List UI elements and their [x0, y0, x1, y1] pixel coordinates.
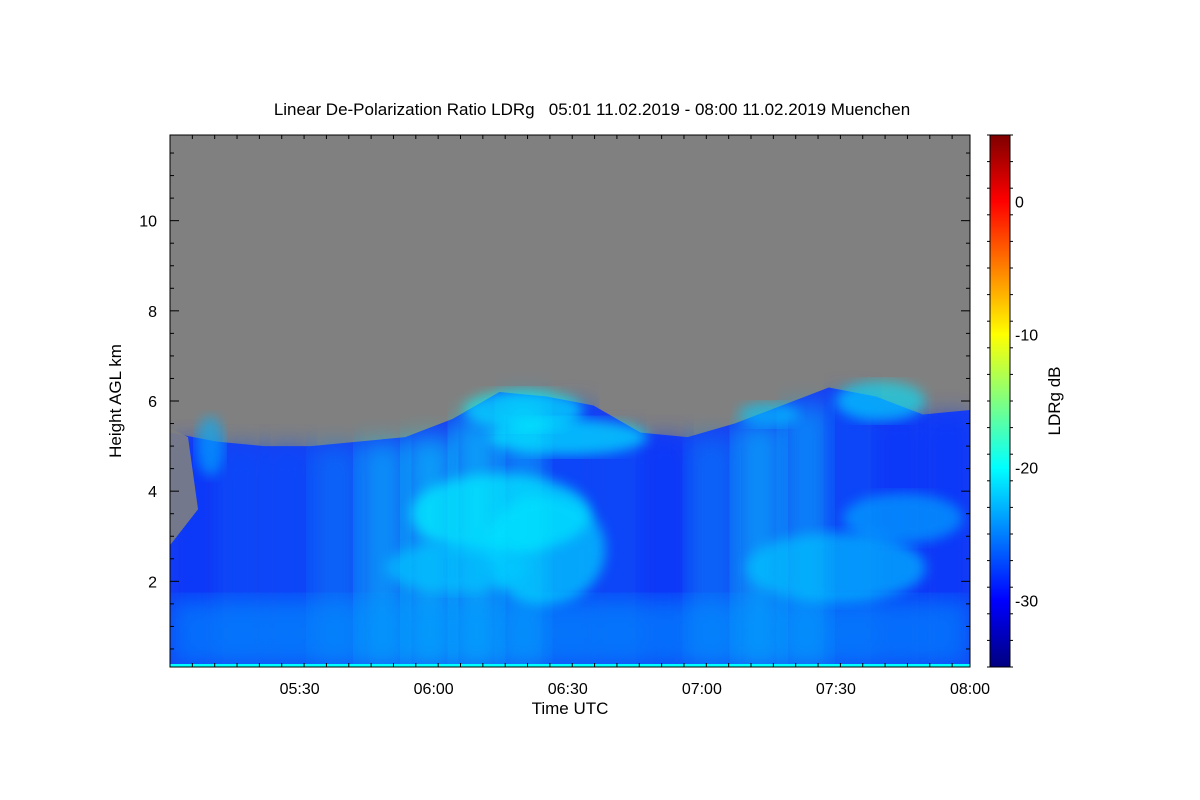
plot-area: [170, 135, 970, 667]
x-tick-label: 07:30: [816, 681, 856, 698]
x-tick-label: 06:30: [548, 681, 588, 698]
cloud-feature: [386, 542, 526, 593]
y-tick-label: 10: [139, 214, 157, 231]
cloud-features: [170, 396, 970, 667]
no-data-wedge: [170, 428, 198, 546]
chart-title: Linear De-Polarization Ratio LDRg 05:01 …: [274, 100, 910, 119]
cloud-feature: [843, 493, 963, 544]
x-axis: 05:30 06:00 06:30 07:00 07:30 08:00: [169, 135, 990, 698]
x-axis-label: Time UTC: [532, 699, 609, 718]
colorbar-tick-label: -30: [1015, 594, 1038, 611]
colorbar-tick-label: 0: [1015, 195, 1024, 212]
colorbar-tick-label: -20: [1015, 461, 1038, 478]
boundary-layer-band: [170, 599, 970, 667]
colorbar-tick-label: -10: [1015, 328, 1038, 345]
x-tick-label: 07:00: [682, 681, 722, 698]
y-tick-label: 6: [148, 394, 157, 411]
y-tick-label: 8: [148, 304, 157, 321]
cloud-feature: [738, 402, 799, 427]
x-tick-label: 06:00: [414, 681, 454, 698]
y-tick-label: 4: [148, 484, 157, 501]
y-axis-label: Height AGL km: [106, 344, 125, 458]
cloud-feature: [196, 416, 225, 477]
fall-streaks: [196, 381, 963, 605]
surface-layer: [170, 664, 970, 667]
x-tick-label: 05:30: [280, 681, 320, 698]
x-tick-label: 08:00: [950, 681, 990, 698]
cloud-feature: [835, 381, 926, 421]
cloud-feature: [745, 532, 926, 603]
colorbar: [989, 134, 1011, 668]
y-tick-label: 2: [148, 574, 157, 591]
colorbar-label: LDRg dB: [1045, 367, 1064, 436]
cloud-feature: [463, 390, 584, 430]
colorbar-axis: 0 -10 -20 -30: [987, 134, 1038, 668]
y-axis: 2 4 6 8 10: [139, 152, 970, 650]
